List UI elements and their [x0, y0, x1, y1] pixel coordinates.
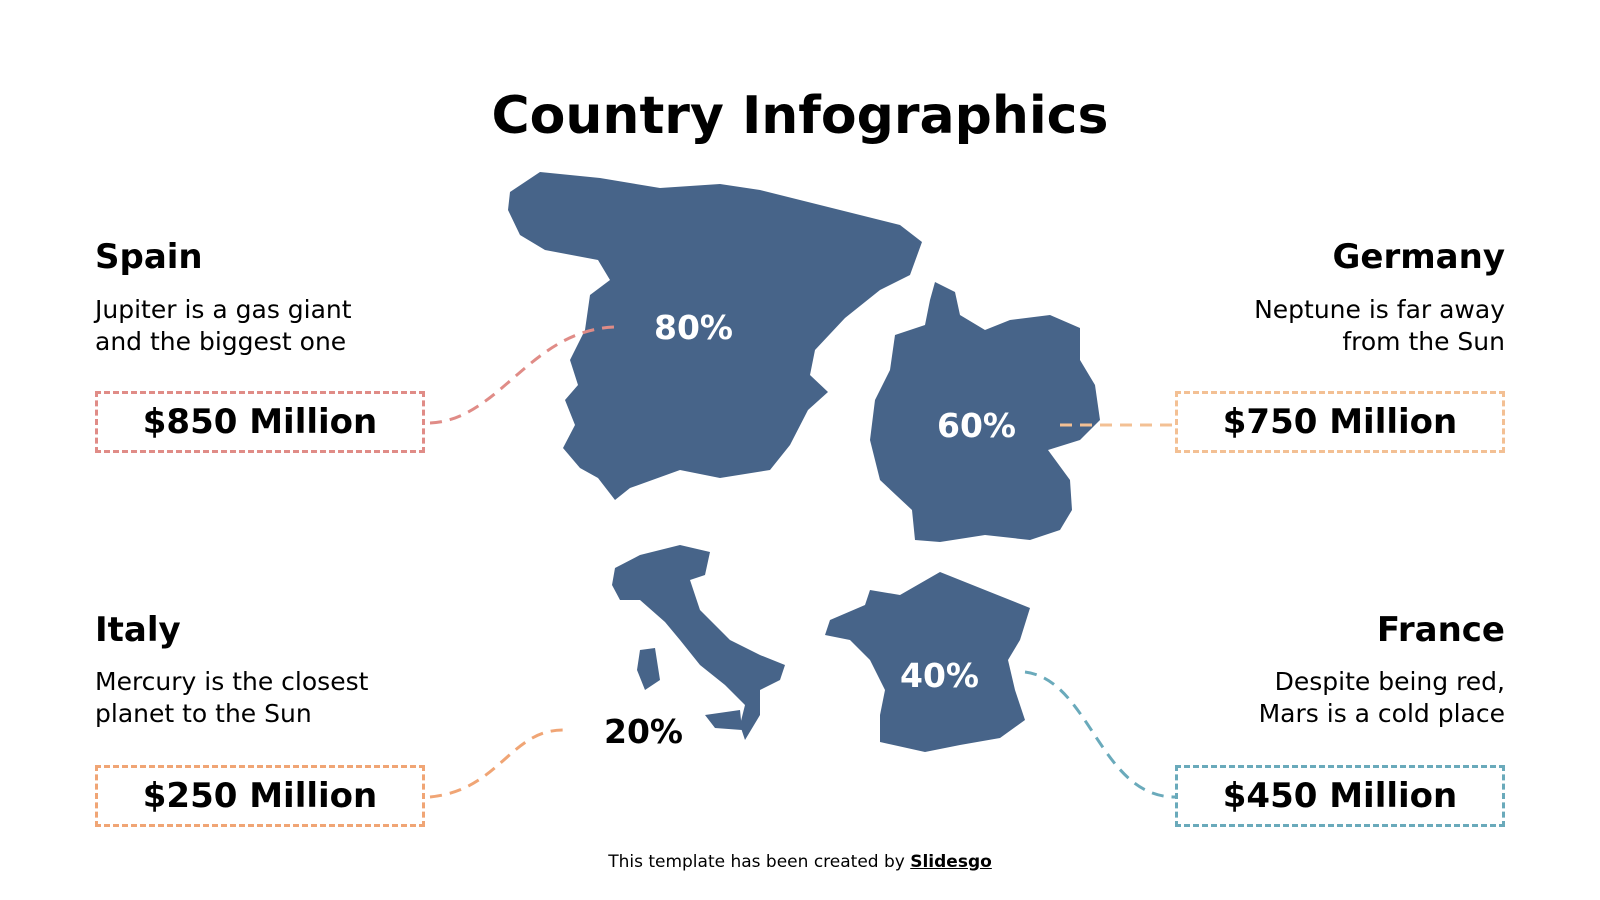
value-box-france: $450 Million	[1175, 765, 1505, 827]
description-line: Neptune is far away	[1254, 295, 1505, 324]
italy-map	[612, 545, 785, 740]
country-name-france: France	[1376, 610, 1505, 650]
spain-map	[508, 172, 922, 500]
value-box-italy: $250 Million	[95, 765, 425, 827]
country-name-spain: Spain	[95, 237, 203, 277]
germany-map	[870, 282, 1100, 542]
country-description-spain: Jupiter is a gas giant and the biggest o…	[95, 294, 352, 358]
page-title: Country Infographics	[491, 86, 1109, 146]
value-box-germany: $750 Million	[1175, 391, 1505, 453]
country-description-italy: Mercury is the closest planet to the Sun	[95, 666, 368, 730]
country-description-germany: Neptune is far away from the Sun	[1254, 294, 1505, 358]
description-line: Mars is a cold place	[1258, 699, 1505, 728]
description-line: Jupiter is a gas giant	[95, 295, 352, 324]
description-line: and the biggest one	[95, 327, 347, 356]
country-description-france: Despite being red, Mars is a cold place	[1259, 666, 1505, 730]
spain-connector	[429, 325, 616, 425]
percent-germany: 60%	[937, 406, 1016, 445]
value-box-spain: $850 Million	[95, 391, 425, 453]
description-line: planet to the Sun	[95, 699, 312, 728]
footer-credit: This template has been created by Slides…	[0, 852, 1600, 872]
description-line: from the Sun	[1342, 327, 1505, 356]
percent-france: 40%	[900, 656, 979, 695]
country-name-italy: Italy	[95, 610, 181, 650]
percent-italy: 20%	[604, 712, 683, 751]
slidesgo-link[interactable]: Slidesgo	[910, 852, 992, 872]
italy-connector	[429, 728, 564, 799]
france-map	[825, 572, 1030, 752]
footer-text: This template has been created by	[608, 852, 911, 872]
description-line: Despite being red,	[1274, 667, 1505, 696]
percent-spain: 80%	[654, 308, 733, 347]
country-name-germany: Germany	[1332, 237, 1505, 277]
france-connector	[1024, 670, 1176, 799]
description-line: Mercury is the closest	[95, 667, 369, 696]
